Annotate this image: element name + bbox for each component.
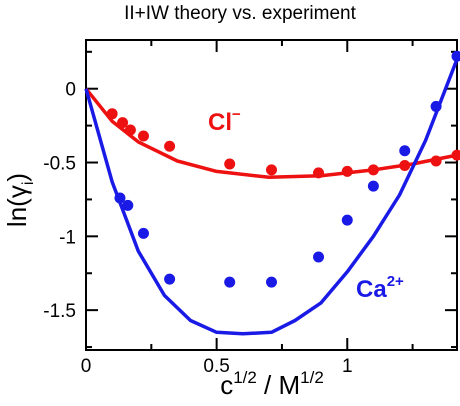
data-point-ca [451,50,460,62]
x-tick-label: 0 [81,356,92,377]
data-point-ca [341,214,353,226]
data-point-cl [451,149,460,161]
data-point-cl [313,167,325,179]
data-point-cl [117,117,129,129]
series-label-cl-base: Cl [208,109,232,136]
data-point-ca [430,100,442,112]
theory-curves [84,58,459,336]
series-label-cl-sup: − [232,106,241,123]
data-point-cl [367,164,379,176]
y-axis-title: ln(γi) [2,173,37,227]
data-point-ca [266,276,277,288]
data-point-cl [124,124,136,136]
data-point-cl [224,158,236,170]
series-label-ca-base: Ca [356,276,387,303]
theory-line-ca [84,58,459,336]
x-tick-label: 0.5 [203,356,229,377]
data-point-cl [137,130,149,142]
data-point-ca [224,276,236,288]
data-point-cl [430,155,442,167]
y-tick-label: -1.5 [43,301,76,322]
data-point-ca [313,251,325,263]
series-label-ca-sup: 2+ [387,273,404,290]
y-tick-label: -1 [59,227,76,248]
data-point-ca [122,199,134,211]
y-tick-label: 0 [65,80,76,101]
data-point-cl [266,164,277,176]
series-label-ca: Ca2+ [356,273,404,303]
data-point-cl [106,108,118,120]
data-point-ca [164,273,176,285]
axis-ticks: 0 0.5 1 0 -0.5 -1 -1.5 [43,40,457,377]
data-point-cl [341,165,353,177]
y-tick-label: -0.5 [43,154,76,175]
series-label-cl: Cl− [208,106,241,136]
chart-title: II+IW theory vs. experiment [124,3,356,24]
x-tick-label: 1 [342,356,353,377]
data-point-cl [399,159,411,171]
data-point-ca [114,192,126,204]
experiment-points [106,50,460,288]
data-point-cl [164,140,176,152]
x-axis-title: c1/2 / M1/2 [220,368,324,400]
plot-frame [85,39,458,351]
data-point-ca [399,145,411,157]
data-point-ca [137,227,149,239]
data-point-ca [367,180,379,192]
